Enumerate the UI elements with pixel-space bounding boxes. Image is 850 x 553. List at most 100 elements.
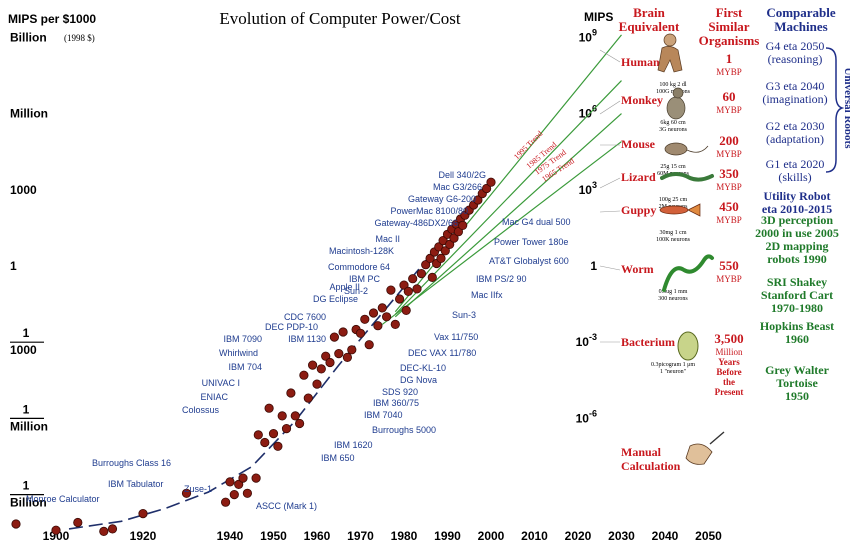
universal-robot-name: G3 eta 2040 [766, 79, 825, 93]
data-point [486, 177, 496, 187]
right-tick-label: 1 [590, 259, 597, 273]
organism-caption: 6kg 60 cm [660, 120, 686, 126]
data-point [334, 348, 344, 359]
brain-name: Monkey [621, 93, 663, 107]
data-points [11, 177, 496, 537]
organism-caption: 0.5ug 1 mm [659, 289, 688, 295]
data-point [303, 393, 313, 403]
right-tick-label: 109 [579, 27, 597, 44]
svg-text:Similar: Similar [708, 19, 749, 34]
right-tick-label: 106 [579, 104, 597, 121]
universal-robots-brace [825, 47, 845, 173]
data-point [312, 379, 322, 389]
machine-labels: Dell 340/2G Mac G3/266 Gateway G6-200 Power… [26, 170, 571, 511]
x-tick-label: 1970 [347, 529, 374, 543]
universal-robot-name: G1 eta 2020 [766, 157, 825, 171]
data-point [436, 253, 446, 263]
machine-label: IBM 360/75 [373, 398, 419, 408]
svg-text:Comparable: Comparable [766, 5, 836, 20]
mybp-value: 550 [719, 258, 739, 273]
data-point [421, 260, 431, 270]
data-point [386, 285, 396, 295]
machine-label: Colossus [182, 405, 220, 415]
mybp-unit: the [723, 377, 735, 387]
human-illustration [663, 33, 677, 47]
machine-label: Whirlwind [219, 348, 258, 358]
x-tick-label: 1960 [304, 529, 331, 543]
brain-name: Lizard [621, 170, 656, 184]
trend-line [394, 34, 622, 313]
data-point [238, 473, 248, 483]
x-tick-label: 2030 [608, 529, 635, 543]
data-point [473, 195, 483, 205]
data-point [281, 423, 292, 434]
machine-label: Sun-3 [452, 310, 476, 320]
data-point [253, 430, 263, 440]
mybp-value: 200 [719, 133, 739, 148]
left-tick-denominator: Billion [10, 496, 47, 510]
bacterium-illustration [677, 331, 699, 361]
data-point [342, 352, 352, 362]
chart-title: Evolution of Computer Power/Cost [219, 9, 461, 28]
left-tick-denominator: Million [10, 419, 48, 433]
x-tick-label: 2000 [478, 529, 505, 543]
manual-calculation-label: Calculation [621, 459, 681, 473]
data-point [394, 294, 405, 304]
organism-caption: 100K neurons [656, 237, 690, 243]
machine-label: DG Nova [400, 375, 437, 385]
comparable-machine-line: robots 1990 [767, 252, 826, 266]
universal-robot-skill: (skills) [778, 170, 811, 184]
data-point [401, 305, 411, 315]
x-tick-label: 2040 [652, 529, 679, 543]
machine-label: DEC PDP-10 [265, 322, 318, 332]
mybp-unit: MYBP [716, 149, 742, 159]
comparable-machine-line: 2000 in use 2005 [755, 226, 839, 240]
mybp-value: 60 [723, 89, 736, 104]
data-point [390, 319, 400, 329]
manual-calculation-label: Manual [621, 445, 662, 459]
machine-label: Mac G3/266 [433, 182, 482, 192]
data-point [299, 370, 309, 380]
trend-line [381, 141, 622, 325]
x-tick-label: 2050 [695, 529, 722, 543]
left-tick-label: 1000 [10, 183, 37, 197]
organism-caption: 3G neurons [659, 127, 687, 133]
mybp-value: 1 [726, 51, 733, 66]
comparable-machine-line: Hopkins Beast [760, 319, 834, 333]
svg-text:Brain: Brain [633, 5, 666, 20]
machine-label: IBM 1130 [288, 334, 326, 344]
lizard-illustration [660, 172, 714, 182]
comparable-machine-line: 2D mapping [765, 239, 828, 253]
data-point [260, 437, 270, 448]
machine-label: IBM 650 [321, 453, 355, 463]
machine-label: Apple II [329, 282, 360, 292]
machine-label: IBM PS/2 90 [476, 274, 527, 284]
machine-label: Burroughs 5000 [372, 425, 436, 435]
comparable-machine-line: 1970-1980 [771, 301, 823, 315]
data-point [458, 220, 468, 230]
universal-robot-skill: (imagination) [762, 92, 827, 106]
human-illustration [657, 46, 683, 73]
data-point [445, 239, 455, 249]
data-point [329, 332, 339, 342]
left-tick-denominator: 1000 [10, 343, 37, 357]
data-point [225, 477, 235, 487]
hand-illustration [685, 443, 713, 465]
monkey-illustration [666, 96, 686, 120]
x-tick-label: 2010 [521, 529, 548, 543]
data-point [221, 497, 231, 507]
comparable-machines-header: Comparable Machines [766, 5, 836, 34]
mybp-unit: MYBP [716, 182, 742, 192]
data-point [99, 526, 109, 537]
machine-label: ENIAC [200, 392, 228, 402]
brain-name: Worm [621, 262, 654, 276]
comparable-machine-line: Stanford Cart [761, 288, 833, 302]
connector-line [599, 177, 621, 189]
machine-label: Monroe Calculator [26, 494, 100, 504]
utility-robot-eta: eta 2010-2015 [762, 202, 832, 216]
mybp-value: 350 [719, 166, 739, 181]
data-point [138, 508, 148, 519]
data-point [181, 488, 192, 498]
machine-label: Sun-2 [344, 286, 368, 296]
